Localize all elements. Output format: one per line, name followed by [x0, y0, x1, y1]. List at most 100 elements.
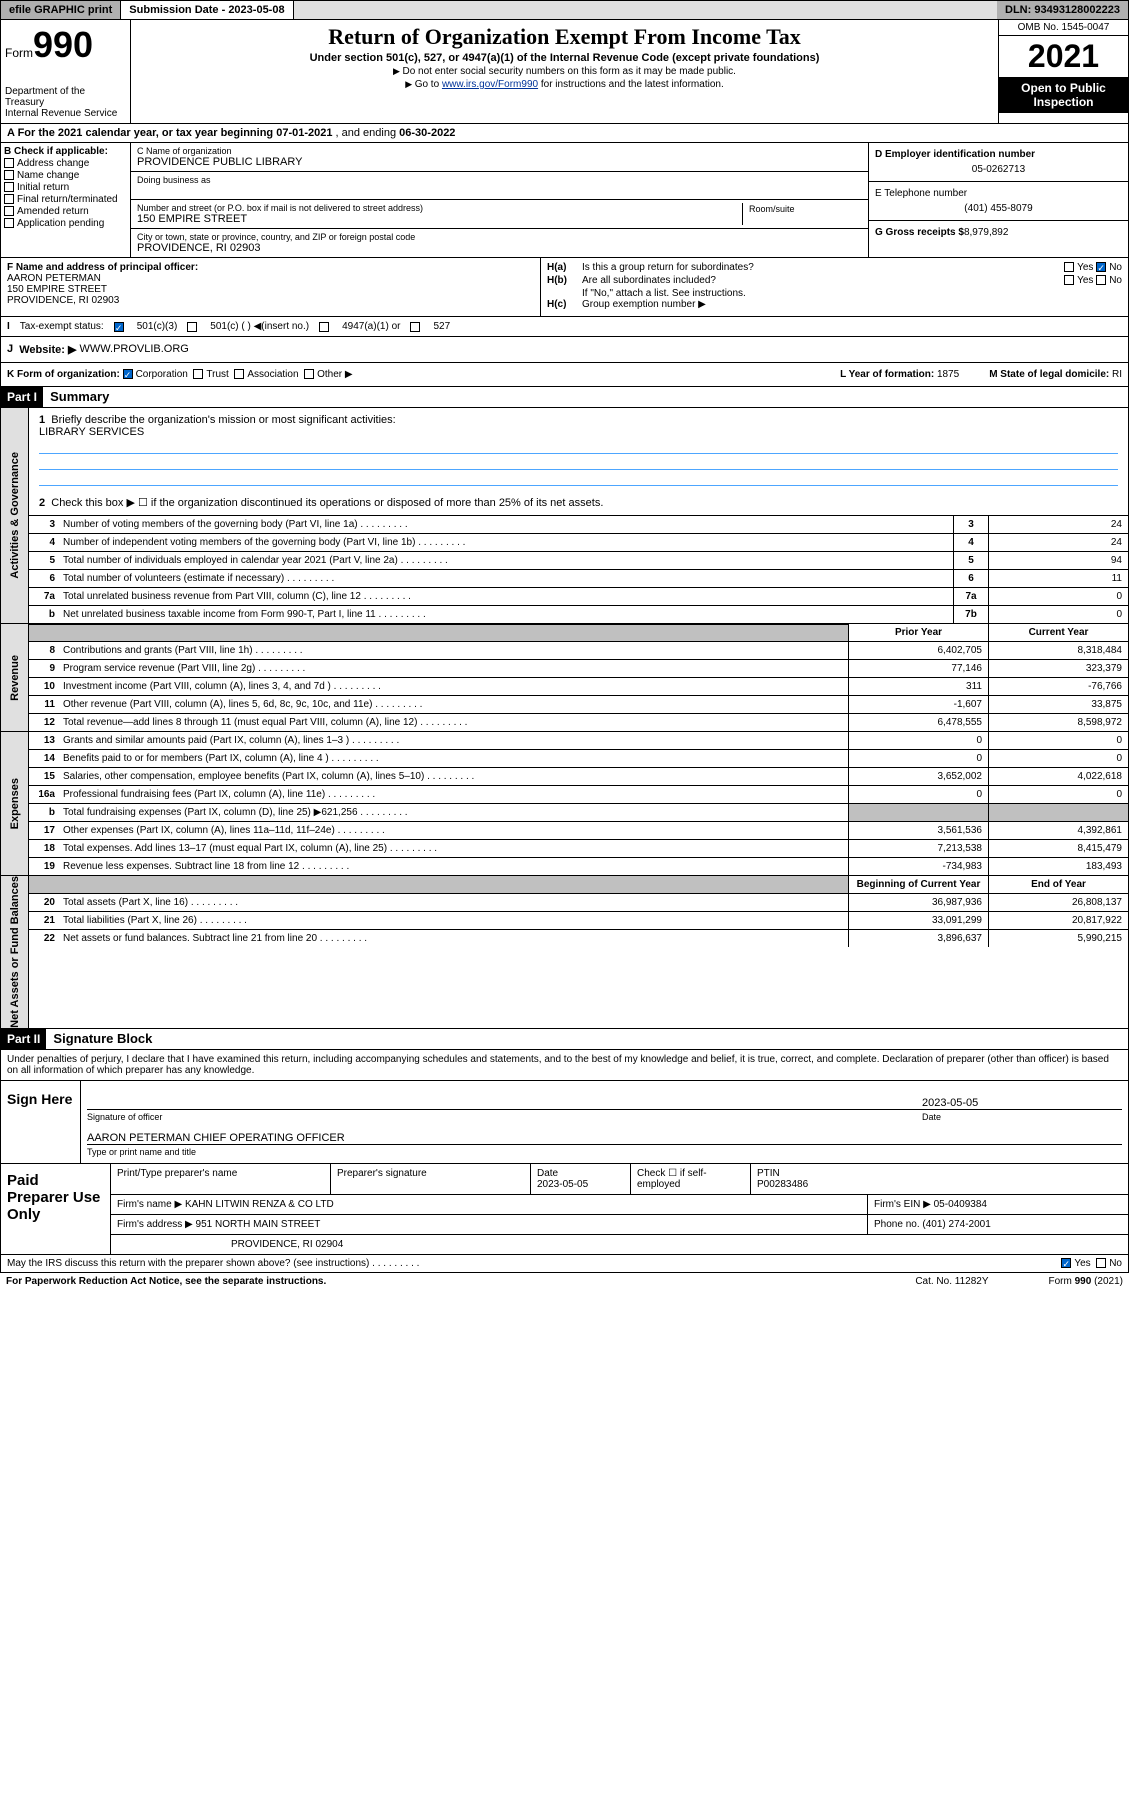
data-line: 11Other revenue (Part VIII, column (A), …: [29, 696, 1128, 714]
chk-discuss-yes[interactable]: ✓: [1061, 1258, 1071, 1268]
officer-city: PROVIDENCE, RI 02903: [7, 295, 119, 306]
col-current-head: Current Year: [988, 624, 1128, 641]
part2-title: Signature Block: [53, 1031, 152, 1046]
gov-line: 3Number of voting members of the governi…: [29, 516, 1128, 534]
gross-receipts-label: G Gross receipts $: [875, 227, 964, 238]
irs-label: Internal Revenue Service: [5, 108, 126, 119]
part1-title: Summary: [50, 389, 109, 404]
form-word: Form: [5, 46, 33, 60]
chk-hb-no[interactable]: [1096, 275, 1106, 285]
room-label: Room/suite: [749, 204, 795, 214]
form-subtitle: Under section 501(c), 527, or 4947(a)(1)…: [135, 52, 994, 64]
chk-corp[interactable]: ✓: [123, 369, 133, 379]
website-value: WWW.PROVLIB.ORG: [79, 343, 188, 356]
chk-address-change[interactable]: [4, 158, 14, 168]
col-end-head: End of Year: [988, 876, 1128, 893]
data-line: 16aProfessional fundraising fees (Part I…: [29, 786, 1128, 804]
dln: DLN: 93493128002223: [997, 1, 1128, 19]
row-j-website: J Website: ▶ WWW.PROVLIB.ORG: [0, 337, 1129, 363]
chk-527[interactable]: [410, 322, 420, 332]
officer-name-title: AARON PETERMAN CHIEF OPERATING OFFICER: [87, 1132, 345, 1144]
data-line: 9Program service revenue (Part VIII, lin…: [29, 660, 1128, 678]
data-line: 13Grants and similar amounts paid (Part …: [29, 732, 1128, 750]
chk-ha-yes[interactable]: [1064, 262, 1074, 272]
street-label: Number and street (or P.O. box if mail i…: [137, 203, 742, 213]
side-gov: Activities & Governance: [9, 452, 21, 579]
data-line: 22Net assets or fund balances. Subtract …: [29, 930, 1128, 947]
dept-treasury: Department of the Treasury: [5, 86, 126, 108]
preparer-block: Paid Preparer Use Only Print/Type prepar…: [0, 1164, 1129, 1255]
org-name-label: C Name of organization: [137, 146, 862, 156]
phone-label: E Telephone number: [875, 188, 1122, 199]
form-number: 990: [33, 24, 93, 65]
chk-4947[interactable]: [319, 322, 329, 332]
data-line: 17Other expenses (Part IX, column (A), l…: [29, 822, 1128, 840]
chk-trust[interactable]: [193, 369, 203, 379]
data-line: 21Total liabilities (Part X, line 26)33,…: [29, 912, 1128, 930]
form-footer: Form 990 (2021): [1049, 1276, 1123, 1287]
gov-block: Activities & Governance 1 Briefly descri…: [0, 408, 1129, 624]
chk-hb-yes[interactable]: [1064, 275, 1074, 285]
city-value: PROVIDENCE, RI 02903: [137, 242, 862, 254]
officer-label: F Name and address of principal officer:: [7, 262, 198, 273]
section-bcde: B Check if applicable: Address change Na…: [0, 143, 1129, 258]
hc-label: Group exemption number ▶: [582, 299, 706, 310]
row-a-tax-year: A For the 2021 calendar year, or tax yea…: [0, 124, 1129, 143]
rev-block: Revenue Prior Year Current Year 8Contrib…: [0, 624, 1129, 732]
part1-header: Part I: [1, 387, 43, 407]
gov-line: 5Total number of individuals employed in…: [29, 552, 1128, 570]
chk-discuss-no[interactable]: [1096, 1258, 1106, 1268]
city-label: City or town, state or province, country…: [137, 232, 862, 242]
chk-amended[interactable]: [4, 206, 14, 216]
firm-addr2: PROVIDENCE, RI 02904: [111, 1235, 1128, 1254]
efile-label[interactable]: efile GRAPHIC print: [1, 1, 121, 19]
irs-discuss-row: May the IRS discuss this return with the…: [0, 1255, 1129, 1273]
part2-header: Part II: [1, 1029, 46, 1049]
top-bar: efile GRAPHIC print Submission Date - 20…: [0, 0, 1129, 20]
data-line: 19Revenue less expenses. Subtract line 1…: [29, 858, 1128, 875]
col-b-checkboxes: B Check if applicable: Address change Na…: [1, 143, 131, 257]
exp-block: Expenses 13Grants and similar amounts pa…: [0, 732, 1129, 876]
firm-ein: 05-0409384: [934, 1199, 987, 1210]
hb-note: If "No," attach a list. See instructions…: [582, 288, 1122, 299]
phone-value: (401) 455-8079: [875, 203, 1122, 214]
row-fh: F Name and address of principal officer:…: [0, 258, 1129, 317]
perjury-text: Under penalties of perjury, I declare th…: [0, 1050, 1129, 1081]
ptin-value: P00283486: [757, 1179, 808, 1190]
state-domicile: RI: [1112, 369, 1122, 380]
col-de: D Employer identification number 05-0262…: [868, 143, 1128, 257]
chk-initial-return[interactable]: [4, 182, 14, 192]
side-rev: Revenue: [9, 655, 21, 701]
mission-text: LIBRARY SERVICES: [39, 426, 144, 438]
data-line: 20Total assets (Part X, line 16)36,987,9…: [29, 894, 1128, 912]
chk-app-pending[interactable]: [4, 218, 14, 228]
chk-other[interactable]: [304, 369, 314, 379]
goto-note: Go to www.irs.gov/Form990 for instructio…: [135, 79, 994, 90]
firm-phone: (401) 274-2001: [922, 1219, 990, 1230]
submission-date: Submission Date - 2023-05-08: [121, 1, 293, 19]
gov-line: 6Total number of volunteers (estimate if…: [29, 570, 1128, 588]
gov-line: 7aTotal unrelated business revenue from …: [29, 588, 1128, 606]
data-line: 14Benefits paid to or for members (Part …: [29, 750, 1128, 768]
sign-date: 2023-05-05: [922, 1097, 1122, 1109]
col-begin-head: Beginning of Current Year: [848, 876, 988, 893]
chk-501c[interactable]: [187, 322, 197, 332]
omb-number: OMB No. 1545-0047: [999, 20, 1128, 36]
chk-ha-no[interactable]: ✓: [1096, 262, 1106, 272]
gov-line: 4Number of independent voting members of…: [29, 534, 1128, 552]
form-header: Form990 Department of the Treasury Inter…: [0, 20, 1129, 124]
chk-assoc[interactable]: [234, 369, 244, 379]
col-b-label: B Check if applicable:: [4, 146, 127, 157]
col-c-org-info: C Name of organization PROVIDENCE PUBLIC…: [131, 143, 868, 257]
ssn-note: Do not enter social security numbers on …: [135, 66, 994, 77]
chk-501c3[interactable]: ✓: [114, 322, 124, 332]
ein-label: D Employer identification number: [875, 149, 1122, 160]
firm-addr1: 951 NORTH MAIN STREET: [196, 1219, 321, 1230]
dba-label: Doing business as: [137, 175, 862, 185]
chk-name-change[interactable]: [4, 170, 14, 180]
firm-name: KAHN LITWIN RENZA & CO LTD: [185, 1199, 334, 1210]
chk-final-return[interactable]: [4, 194, 14, 204]
data-line: bTotal fundraising expenses (Part IX, co…: [29, 804, 1128, 822]
irs-link[interactable]: www.irs.gov/Form990: [442, 79, 538, 90]
q1-label: Briefly describe the organization's miss…: [51, 414, 395, 426]
